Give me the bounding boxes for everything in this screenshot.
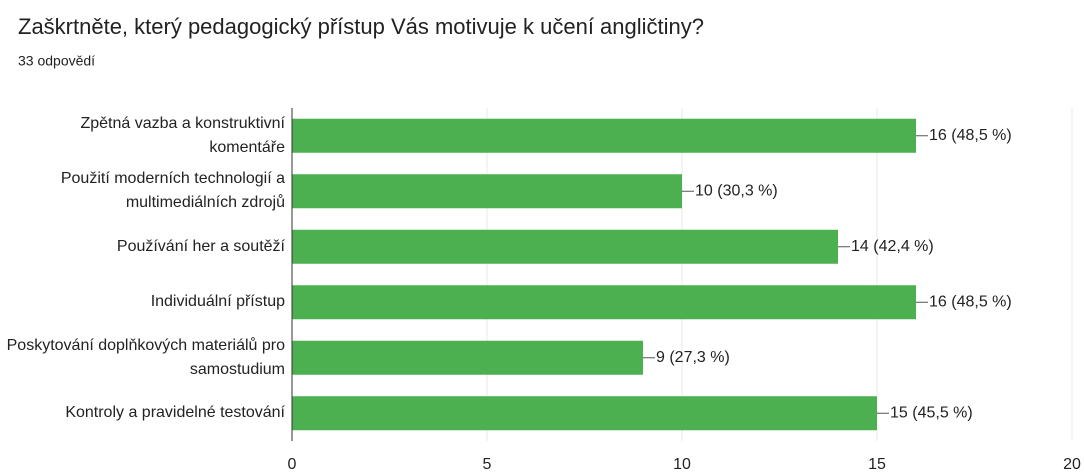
- chart-title: Zaškrtněte, který pedagogický přístup Vá…: [18, 14, 704, 39]
- category-label: Používání her a soutěží: [116, 237, 285, 255]
- bar: [292, 285, 916, 320]
- bar: [292, 118, 916, 153]
- category-label: Individuální přístup: [150, 293, 285, 311]
- value-label: 9 (27,3 %): [656, 349, 730, 366]
- category-label: Kontroly a pravidelné testování: [65, 404, 285, 422]
- chart-subtitle: 33 odpovědí: [18, 53, 95, 69]
- x-tick-label: 15: [868, 456, 886, 472]
- bar: [292, 174, 682, 209]
- x-tick-label: 5: [483, 456, 492, 472]
- category-label: Použití moderních technologií a multimed…: [60, 170, 285, 212]
- category-label: Zpětná vazba a konstruktivní komentáře: [80, 114, 285, 156]
- bar: [292, 340, 643, 375]
- value-label: 16 (48,5 %): [929, 293, 1012, 310]
- category-label: Poskytování doplňkových materiálů pro sa…: [6, 336, 285, 378]
- bar: [292, 229, 838, 264]
- value-label: 14 (42,4 %): [851, 238, 934, 255]
- bar: [292, 396, 877, 431]
- value-label: 15 (45,5 %): [890, 404, 973, 421]
- value-label: 16 (48,5 %): [929, 127, 1012, 144]
- x-tick-label: 10: [673, 456, 691, 472]
- x-tick-label: 20: [1063, 456, 1081, 472]
- x-tick-label: 0: [288, 456, 297, 472]
- value-label: 10 (30,3 %): [695, 182, 778, 199]
